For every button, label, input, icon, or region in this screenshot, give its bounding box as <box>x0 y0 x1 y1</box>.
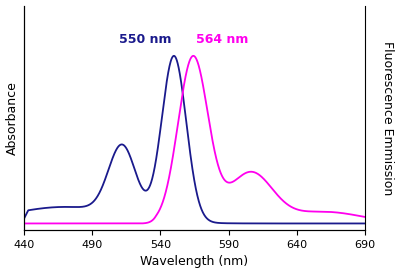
X-axis label: Wavelength (nm): Wavelength (nm) <box>140 255 248 269</box>
Y-axis label: Fluorescence Emmission: Fluorescence Emmission <box>382 41 394 195</box>
Text: 550 nm: 550 nm <box>119 33 171 46</box>
Y-axis label: Absorbance: Absorbance <box>6 81 18 155</box>
Text: 564 nm: 564 nm <box>196 33 248 46</box>
